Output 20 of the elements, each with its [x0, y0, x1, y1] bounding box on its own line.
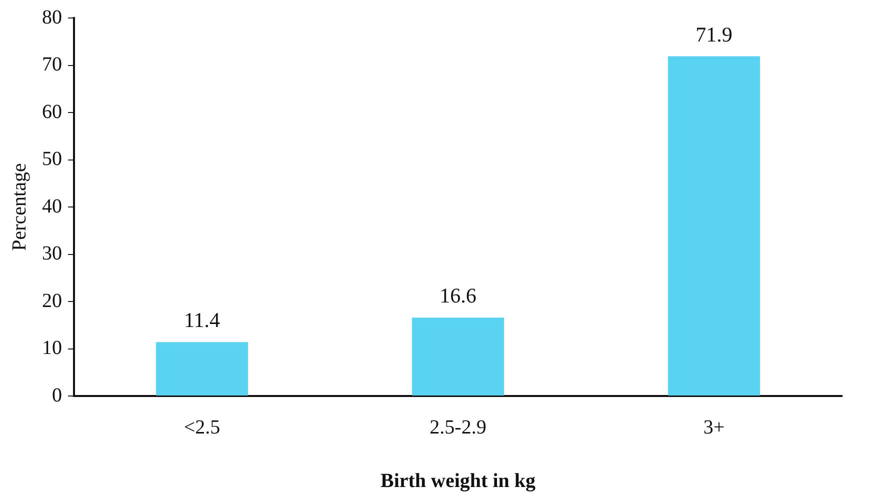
y-tick-label: 20 [42, 290, 62, 312]
bar [668, 56, 760, 396]
data-label: 71.9 [696, 22, 732, 46]
data-label: 16.6 [440, 284, 476, 308]
y-tick-label: 10 [42, 337, 62, 359]
bar [412, 318, 504, 396]
y-tick-label: 80 [42, 6, 62, 28]
y-tick-label: 50 [42, 148, 62, 170]
x-tick-label: 2.5-2.9 [430, 416, 486, 438]
y-tick-label: 0 [52, 384, 62, 406]
x-tick-label: 3+ [703, 416, 725, 438]
bar [156, 342, 248, 396]
x-tick-label: <2.5 [184, 416, 220, 438]
y-tick-label: 30 [42, 242, 62, 264]
y-tick-label: 40 [42, 195, 62, 218]
data-label: 11.4 [184, 308, 220, 332]
x-axis-title: Birth weight in kg [380, 470, 536, 492]
y-axis-title: Percentage [8, 163, 30, 251]
y-tick-label: 70 [42, 54, 62, 76]
y-tick-label: 60 [42, 100, 62, 123]
